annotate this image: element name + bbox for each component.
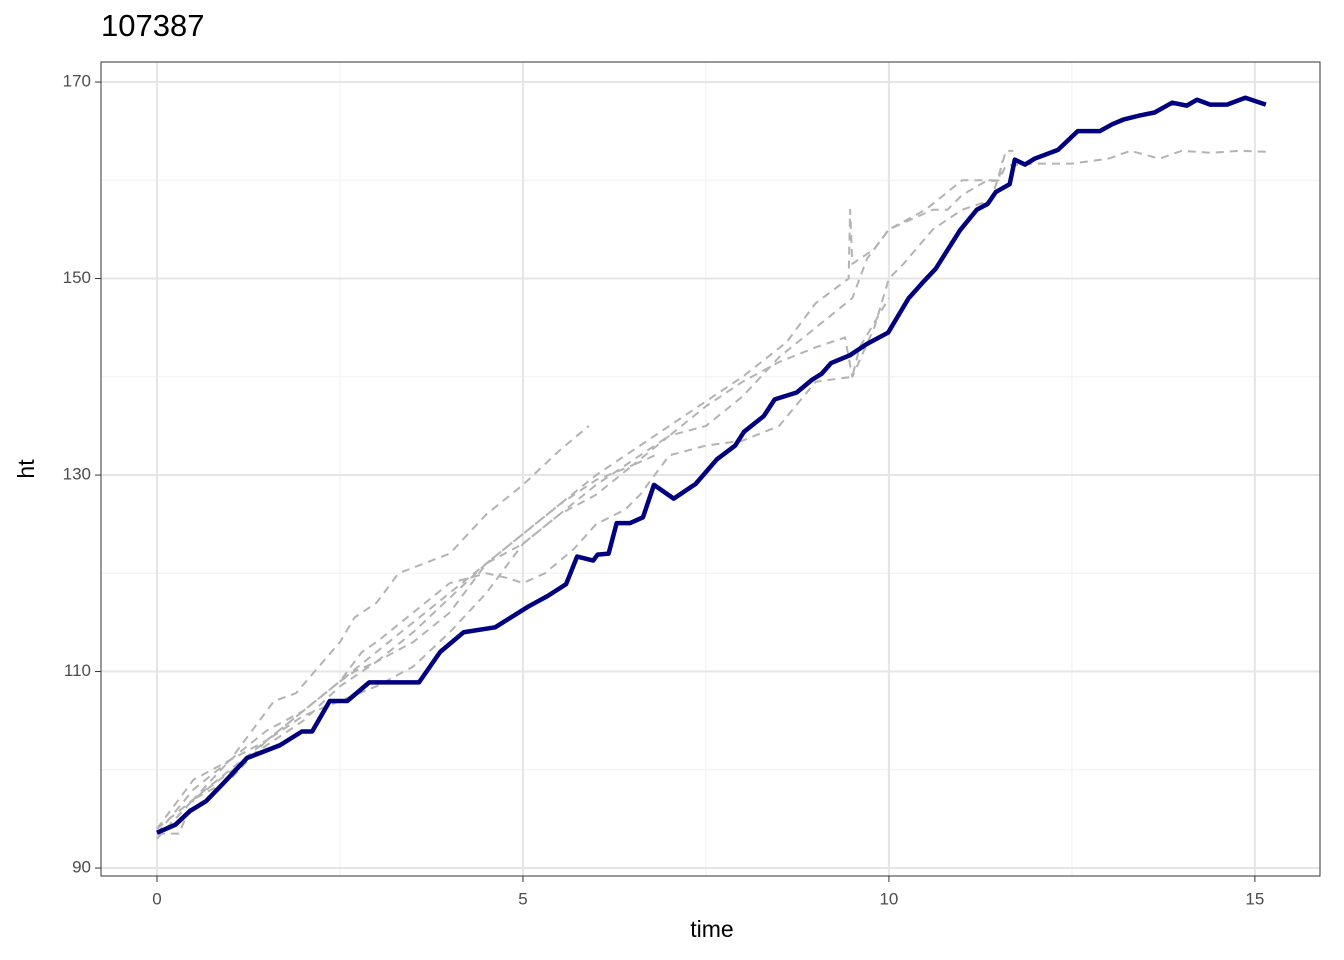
y-tick-label: 170 [63, 72, 91, 91]
plot-border [100, 61, 1321, 877]
x-tick-label: 5 [518, 889, 527, 908]
dashed-line [156, 160, 1004, 830]
line [156, 95, 1267, 835]
chart-title: 107387 [101, 8, 204, 43]
dashed-line [156, 149, 1014, 840]
dashed-line [156, 149, 1266, 830]
y-tick-label: 90 [72, 858, 91, 877]
y-tick-label: 150 [63, 268, 91, 287]
dashed-line [156, 454, 656, 840]
dashed-line [156, 425, 590, 835]
x-axis-label: time [690, 916, 733, 942]
x-tick-label: 0 [152, 889, 161, 908]
x-tick-label: 15 [1245, 889, 1264, 908]
dashed-line [156, 297, 890, 835]
y-axis-label: ht [13, 459, 39, 479]
y-tick-label: 110 [64, 661, 91, 680]
y-tick-label: 130 [63, 465, 91, 484]
x-tick-label: 10 [879, 889, 898, 908]
